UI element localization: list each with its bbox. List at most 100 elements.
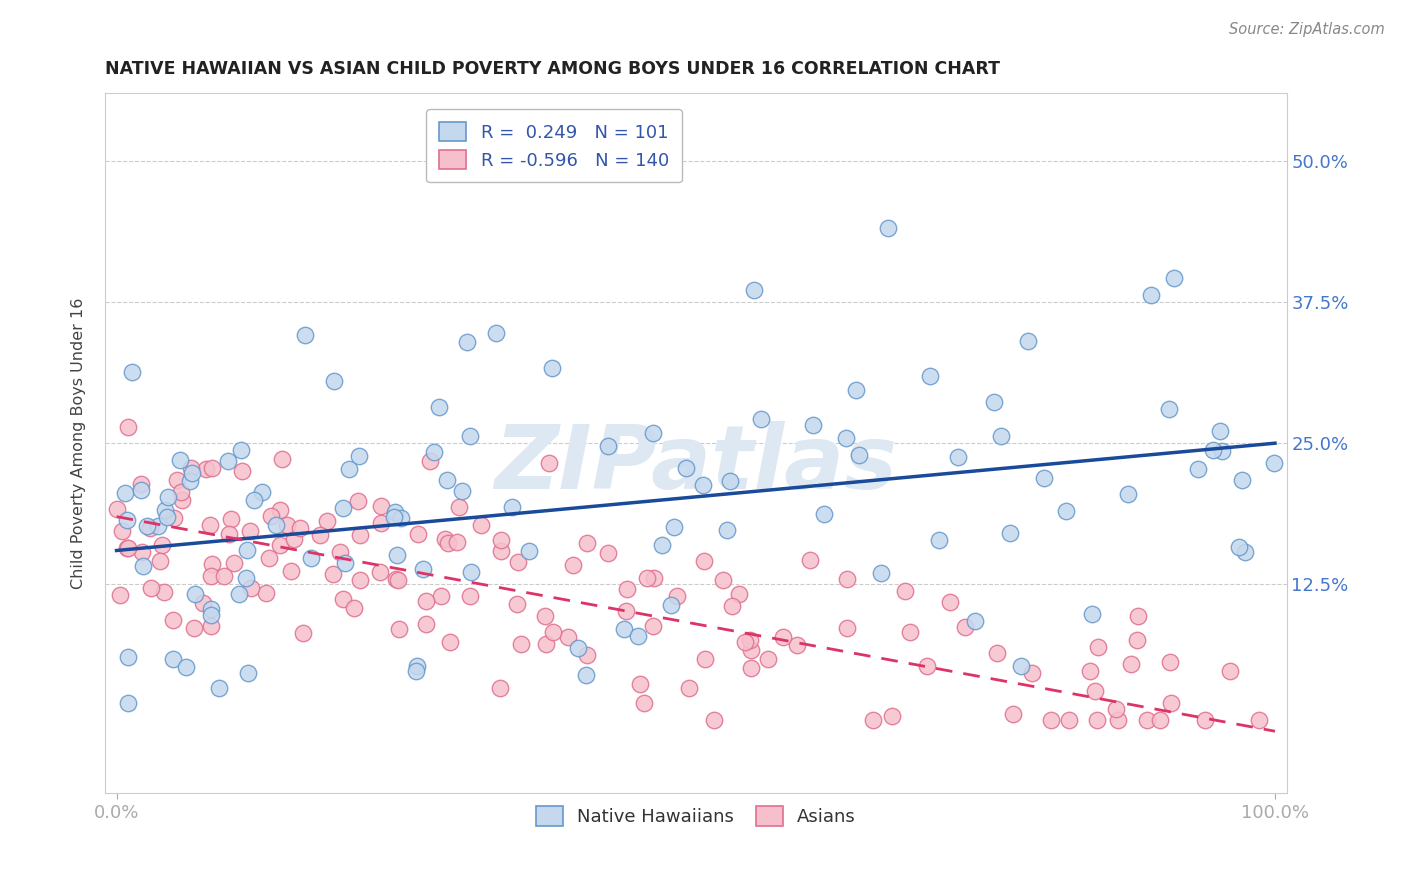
Point bbox=[540, 361, 562, 376]
Point bbox=[567, 640, 589, 655]
Point bbox=[236, 665, 259, 680]
Point bbox=[322, 566, 344, 581]
Point bbox=[422, 445, 444, 459]
Point bbox=[1039, 713, 1062, 727]
Point bbox=[772, 630, 794, 644]
Point bbox=[129, 483, 152, 498]
Legend: Native Hawaiians, Asians: Native Hawaiians, Asians bbox=[529, 799, 863, 833]
Point bbox=[259, 550, 281, 565]
Point bbox=[388, 622, 411, 636]
Point bbox=[1140, 288, 1163, 302]
Point bbox=[939, 594, 962, 608]
Point bbox=[200, 607, 222, 622]
Point bbox=[627, 629, 650, 643]
Point bbox=[114, 485, 136, 500]
Point bbox=[786, 638, 808, 652]
Point bbox=[920, 369, 942, 384]
Point bbox=[616, 582, 638, 596]
Point bbox=[1087, 640, 1109, 654]
Point bbox=[1230, 473, 1253, 487]
Point bbox=[217, 454, 239, 468]
Point bbox=[115, 513, 138, 527]
Point bbox=[294, 328, 316, 343]
Point bbox=[1194, 713, 1216, 727]
Point bbox=[835, 431, 858, 445]
Point bbox=[1163, 270, 1185, 285]
Point bbox=[179, 474, 201, 488]
Point bbox=[266, 517, 288, 532]
Point bbox=[576, 536, 599, 550]
Point bbox=[837, 572, 859, 586]
Point bbox=[221, 512, 243, 526]
Point bbox=[406, 526, 429, 541]
Point bbox=[156, 510, 179, 524]
Point bbox=[1249, 713, 1271, 727]
Point bbox=[541, 625, 564, 640]
Point bbox=[666, 589, 689, 603]
Point bbox=[180, 466, 202, 480]
Point bbox=[963, 614, 986, 628]
Point bbox=[117, 696, 139, 710]
Point bbox=[1126, 608, 1149, 623]
Point bbox=[117, 650, 139, 665]
Point bbox=[506, 556, 529, 570]
Point bbox=[537, 456, 560, 470]
Point bbox=[117, 541, 139, 556]
Point bbox=[368, 565, 391, 579]
Point bbox=[333, 556, 356, 570]
Point bbox=[129, 477, 152, 491]
Point bbox=[153, 585, 176, 599]
Point bbox=[218, 527, 240, 541]
Point bbox=[131, 545, 153, 559]
Point bbox=[1057, 713, 1080, 727]
Point bbox=[720, 599, 742, 614]
Point bbox=[419, 454, 441, 468]
Point bbox=[501, 500, 523, 514]
Point bbox=[983, 394, 1005, 409]
Point bbox=[990, 429, 1012, 443]
Point bbox=[749, 412, 772, 426]
Point bbox=[1085, 713, 1108, 727]
Point bbox=[239, 581, 262, 595]
Point bbox=[734, 635, 756, 649]
Point bbox=[201, 558, 224, 572]
Point bbox=[349, 528, 371, 542]
Point bbox=[628, 677, 651, 691]
Point bbox=[695, 652, 717, 666]
Point bbox=[1159, 655, 1181, 669]
Point bbox=[235, 570, 257, 584]
Point bbox=[157, 491, 180, 505]
Point bbox=[1078, 664, 1101, 678]
Point bbox=[703, 713, 725, 727]
Point bbox=[155, 502, 177, 516]
Point bbox=[1160, 696, 1182, 710]
Point bbox=[446, 535, 468, 549]
Point bbox=[882, 709, 904, 723]
Point bbox=[1032, 471, 1054, 485]
Point bbox=[343, 601, 366, 615]
Point bbox=[200, 602, 222, 616]
Point bbox=[110, 589, 132, 603]
Point bbox=[557, 630, 579, 644]
Point bbox=[534, 637, 557, 651]
Point bbox=[201, 460, 224, 475]
Point bbox=[229, 442, 252, 457]
Point bbox=[429, 589, 451, 603]
Point bbox=[170, 485, 193, 500]
Point bbox=[332, 500, 354, 515]
Point bbox=[208, 681, 231, 696]
Point bbox=[485, 326, 508, 340]
Point bbox=[740, 661, 762, 675]
Point bbox=[149, 554, 172, 568]
Point bbox=[299, 550, 322, 565]
Point bbox=[212, 569, 235, 583]
Point bbox=[323, 374, 346, 388]
Point bbox=[955, 620, 977, 634]
Point bbox=[436, 536, 458, 550]
Point bbox=[1149, 713, 1171, 727]
Point bbox=[1010, 659, 1032, 673]
Point bbox=[174, 660, 197, 674]
Point bbox=[1081, 607, 1104, 621]
Point bbox=[337, 461, 360, 475]
Point bbox=[117, 420, 139, 434]
